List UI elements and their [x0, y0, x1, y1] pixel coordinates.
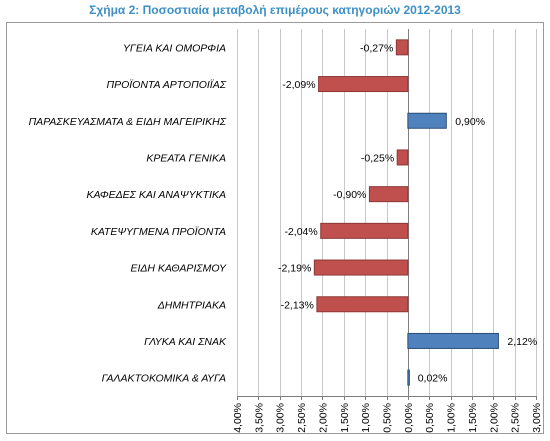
bar [320, 222, 409, 239]
bar [318, 76, 409, 93]
chart-title: Σχήμα 2: Ποσοστιαία μεταβολή επιμέρους κ… [89, 3, 461, 17]
bar [407, 369, 410, 386]
category-label: ΔΗΜΗΤΡΙΑΚΑ [157, 299, 226, 311]
bar [316, 296, 409, 313]
bar [396, 149, 409, 166]
x-tick-label: -0,50% [382, 403, 394, 433]
bar [313, 259, 409, 276]
value-label: -2,19% [278, 263, 311, 275]
x-tick-label: -2,00% [317, 403, 329, 433]
x-tick-label: -1,00% [360, 403, 372, 433]
value-label: -2,09% [282, 79, 315, 91]
x-tick-label: 0,50% [424, 403, 436, 433]
x-tick-label: -1,50% [339, 403, 351, 433]
value-label: -2,13% [281, 299, 314, 311]
x-tick-label: 0,00% [403, 403, 415, 433]
x-tick-label: 1,50% [467, 403, 479, 433]
bar [407, 112, 447, 129]
category-label: ΚΑΦΕΔΕΣ ΚΑΙ ΑΝΑΨΥΚΤΙΚΑ [86, 189, 226, 201]
x-tick-label: 1,00% [446, 403, 458, 433]
bar [407, 332, 499, 349]
x-tick-label: 2,00% [488, 403, 500, 433]
x-tick-label: 2,50% [510, 403, 522, 433]
x-tick-label: -2,50% [296, 403, 308, 433]
x-tick-label: -3,00% [275, 403, 287, 433]
value-label: -0,25% [361, 152, 394, 164]
value-label: -0,27% [360, 42, 393, 54]
value-label: 0,90% [455, 116, 485, 128]
x-tick-label: 3,00% [531, 403, 543, 433]
category-label: ΓΛΥΚΑ ΚΑΙ ΣΝΑΚ [144, 336, 227, 348]
bar [395, 39, 409, 56]
category-label: ΚΑΤΕΨΥΓΜΕΝΑ ΠΡΟΪΟΝΤΑ [91, 226, 226, 238]
bar-chart: ΥΓΕΙΑ ΚΑΙ ΟΜΟΡΦΙΑ -0,27% ΠΡΟΪΟΝΤΑ ΑΡΤΟΠΟΙΪ… [29, 29, 543, 433]
value-label: 2,12% [507, 336, 537, 348]
category-label: ΥΓΕΙΑ ΚΑΙ ΟΜΟΡΦΙΑ [123, 42, 226, 54]
x-tick-label: -3,50% [253, 403, 265, 433]
category-label: ΚΡΕΑΤΑ ΓΕΝΙΚΑ [146, 152, 226, 164]
value-label: -0,90% [333, 189, 366, 201]
category-label: ΕΙΔΗ ΚΑΘΑΡΙΣΜΟΥ [130, 263, 227, 275]
value-label: -2,04% [284, 226, 317, 238]
category-label: ΠΑΡΑΣΚΕΥΑΣΜΑΤΑ & ΕΙΔΗ ΜΑΓΕΙΡΙΚΗΣ [29, 116, 227, 128]
x-tick-label: -4,00% [232, 403, 244, 433]
category-label: ΠΡΟΪΟΝΤΑ ΑΡΤΟΠΟΙΪΑΣ [106, 79, 226, 91]
value-label: 0,02% [418, 373, 448, 385]
chart-area: ΥΓΕΙΑ ΚΑΙ ΟΜΟΡΦΙΑ -0,27% ΠΡΟΪΟΝΤΑ ΑΡΤΟΠΟΙΪ… [6, 22, 544, 434]
bar [368, 186, 409, 203]
category-label: ΓΑΛΑΚΤΟΚΟΜΙΚΑ & ΑΥΓΑ [102, 373, 226, 385]
